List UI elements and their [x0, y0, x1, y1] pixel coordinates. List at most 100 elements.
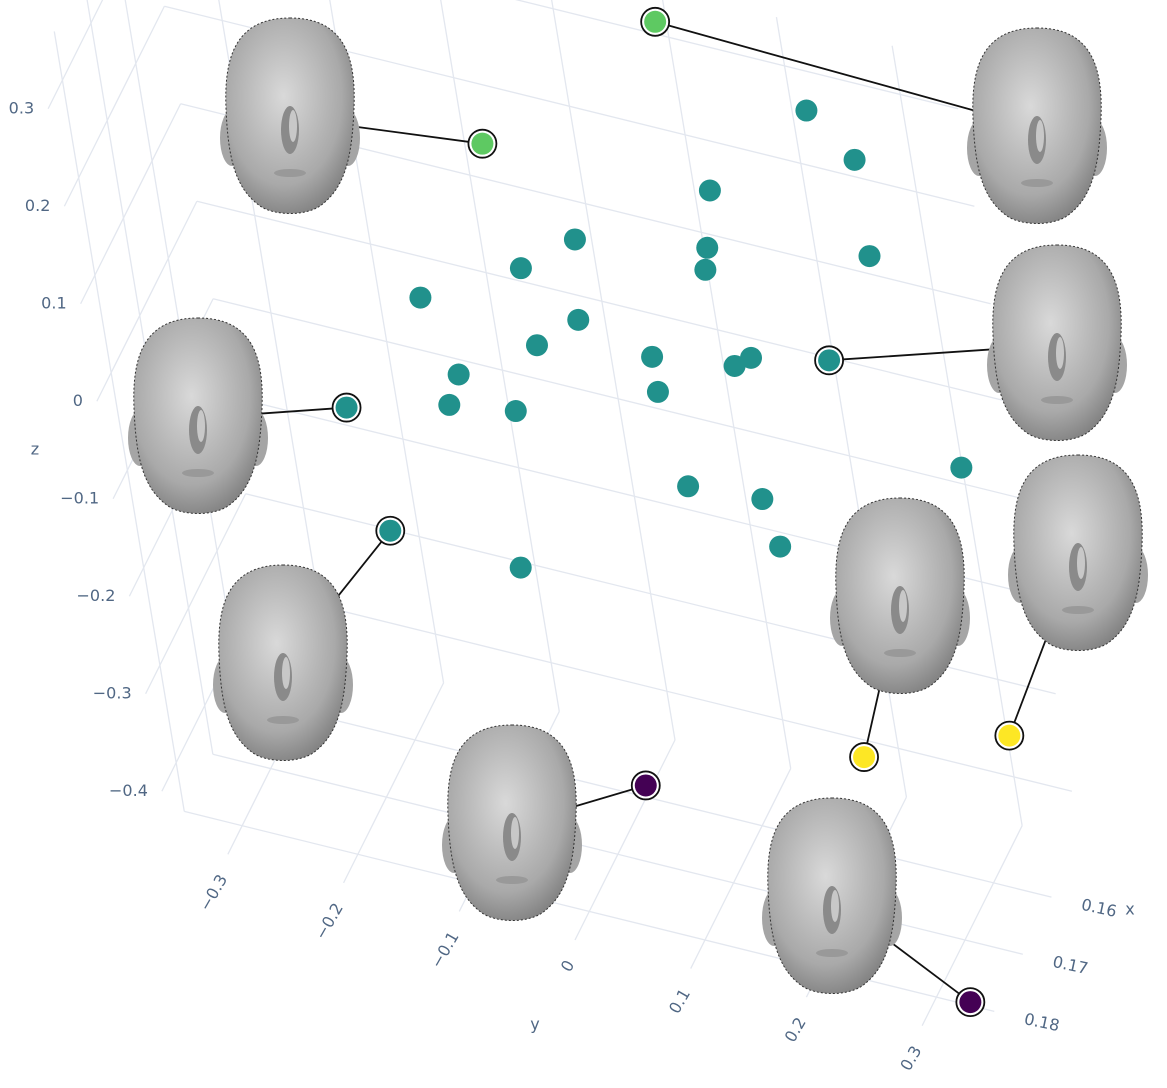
- y-axis-title: y: [530, 1015, 539, 1034]
- grid-line: [47, 0, 104, 110]
- z-tick-label: 0: [73, 391, 83, 410]
- face-nose-highlight: [282, 657, 290, 689]
- data-point: [509, 556, 532, 579]
- data-point: [438, 393, 461, 416]
- data-point: [998, 724, 1021, 747]
- data-point: [504, 400, 527, 423]
- grid-line: [212, 298, 1024, 500]
- face-mouth: [274, 169, 306, 177]
- grid-line: [342, 682, 445, 884]
- data-point: [858, 245, 881, 268]
- grid-line: [551, 0, 676, 741]
- face-mouth: [1021, 179, 1053, 187]
- face-nose-highlight: [511, 817, 519, 849]
- data-point: [694, 258, 717, 281]
- data-point: [563, 228, 586, 251]
- face-thumbnail: [762, 797, 902, 994]
- face-thumbnail: [987, 244, 1127, 441]
- x-tick-label: 0.18: [1023, 1009, 1062, 1035]
- y-tick-label: 0.1: [665, 985, 694, 1017]
- z-tick-label: −0.2: [77, 586, 116, 605]
- data-point: [853, 746, 876, 769]
- data-point: [646, 380, 669, 403]
- grid-line: [329, 0, 445, 683]
- x-tick-label: 0.16: [1080, 895, 1119, 921]
- data-point: [677, 475, 700, 498]
- face-thumbnail: [220, 17, 360, 214]
- face-nose-highlight: [197, 410, 205, 442]
- data-point: [509, 257, 532, 280]
- face-mouth: [1062, 606, 1094, 614]
- y-tick-label: −0.1: [427, 928, 463, 971]
- grid-line: [145, 493, 247, 695]
- face-nose-highlight: [1036, 120, 1044, 152]
- grid-line: [63, 5, 165, 207]
- grid-line: [661, 0, 792, 769]
- grid-line: [514, 0, 959, 110]
- data-point: [740, 346, 763, 369]
- data-point: [525, 334, 548, 357]
- face-nose-highlight: [831, 890, 839, 922]
- z-axis-title: z: [31, 440, 39, 459]
- data-point: [751, 488, 774, 511]
- data-point: [634, 774, 657, 797]
- grid-line: [574, 739, 676, 941]
- z-tick-label: −0.4: [109, 781, 148, 800]
- face-mouth: [182, 469, 214, 477]
- data-point: [950, 456, 973, 479]
- z-tick-label: −0.1: [60, 488, 99, 507]
- grid-line: [440, 0, 560, 712]
- data-point: [723, 354, 746, 377]
- data-point: [698, 179, 721, 202]
- grid-line: [53, 31, 185, 812]
- data-point: [447, 363, 470, 386]
- data-point: [843, 148, 866, 171]
- face-thumbnail: [213, 564, 353, 761]
- x-tick-label: 0.17: [1051, 952, 1090, 978]
- data-point: [409, 286, 432, 309]
- face-thumbnail: [1008, 454, 1148, 651]
- face-thumbnail: [128, 317, 268, 514]
- point-layer: [331, 6, 1025, 1017]
- data-point: [795, 99, 818, 122]
- y-tick-label: 0.2: [781, 1014, 810, 1046]
- face-layer: [128, 17, 1148, 1003]
- face-mouth: [267, 716, 299, 724]
- data-point: [644, 10, 667, 33]
- data-point: [818, 349, 841, 372]
- x-axis-title: x: [1125, 900, 1134, 919]
- face-thumbnail: [830, 497, 970, 694]
- data-point: [959, 991, 982, 1014]
- z-tick-label: −0.3: [93, 683, 132, 702]
- face-thumbnail: [967, 27, 1107, 224]
- grid-line: [218, 0, 329, 655]
- y-tick-label: 0: [557, 957, 579, 975]
- data-point: [471, 132, 494, 155]
- face-nose-highlight: [899, 590, 907, 622]
- data-point: [567, 308, 590, 331]
- y-tick-label: −0.3: [195, 871, 231, 914]
- grid-line: [124, 0, 243, 698]
- z-tick-label: 0.3: [9, 98, 34, 117]
- face-mouth: [816, 949, 848, 957]
- data-point: [769, 535, 792, 558]
- face-mouth: [496, 876, 528, 884]
- z-tick-label: 0.2: [25, 196, 50, 215]
- data-point: [696, 236, 719, 259]
- grid-line: [96, 200, 198, 402]
- grid-line: [80, 103, 182, 305]
- face-nose-highlight: [289, 110, 297, 142]
- grid-line: [690, 768, 792, 969]
- data-point: [335, 396, 358, 419]
- y-tick-label: −0.2: [311, 900, 347, 943]
- grid-line: [921, 825, 1023, 1027]
- grid-line: [891, 45, 1023, 826]
- face-thumbnail: [442, 724, 582, 921]
- grid-line: [196, 200, 1008, 402]
- face-nose-highlight: [1077, 547, 1085, 579]
- y-tick-label: 0.3: [896, 1042, 925, 1074]
- grid-line: [261, 590, 1073, 792]
- face-mouth: [884, 649, 916, 657]
